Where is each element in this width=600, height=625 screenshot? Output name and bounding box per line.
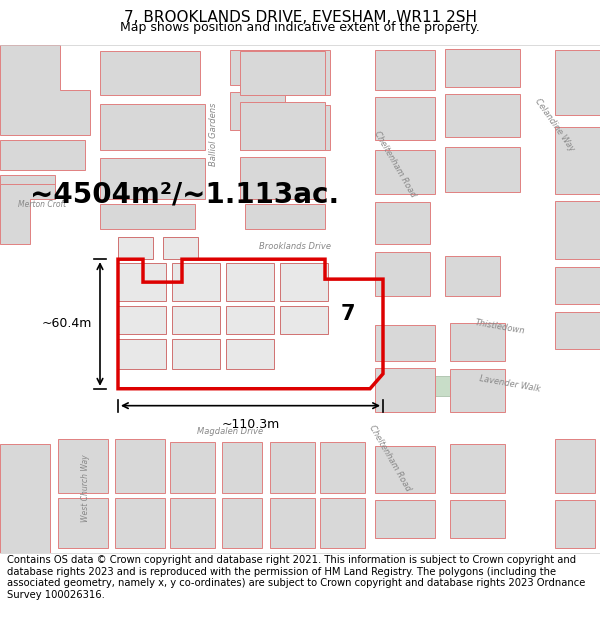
Text: ~4504m²/~1.113ac.: ~4504m²/~1.113ac. [31, 181, 340, 209]
Text: ~60.4m: ~60.4m [41, 318, 92, 331]
Bar [226, 263, 274, 301]
Polygon shape [430, 365, 600, 394]
Bar [245, 204, 325, 229]
Polygon shape [213, 45, 228, 324]
Bar [555, 201, 600, 259]
Text: Thistledown: Thistledown [475, 318, 526, 336]
Bar [555, 50, 600, 115]
Bar [375, 325, 435, 361]
Bar [445, 49, 520, 87]
Bar [375, 253, 430, 296]
Polygon shape [530, 45, 580, 204]
Polygon shape [430, 305, 600, 334]
Bar [0, 139, 85, 169]
Bar [240, 51, 325, 95]
Bar [555, 127, 600, 194]
Bar [375, 149, 435, 194]
Text: Cheltenham Road: Cheltenham Road [373, 130, 418, 199]
Bar [100, 158, 205, 199]
Text: Map shows position and indicative extent of the property.: Map shows position and indicative extent… [120, 21, 480, 34]
Bar [230, 92, 285, 129]
Text: Balliol Gardens: Balliol Gardens [209, 103, 218, 166]
Bar [555, 439, 595, 493]
Text: West Church Way: West Church Way [80, 454, 89, 522]
Text: Brooklands Drive: Brooklands Drive [259, 242, 331, 251]
Polygon shape [432, 376, 450, 396]
Bar [172, 339, 220, 369]
Bar [240, 102, 325, 149]
Bar [375, 97, 435, 139]
Text: Lavender Walk: Lavender Walk [479, 374, 541, 394]
Bar [226, 306, 274, 334]
Bar [445, 94, 520, 137]
Bar [58, 498, 108, 548]
Bar [450, 369, 505, 412]
Bar [118, 263, 166, 301]
Bar [270, 441, 315, 493]
Bar [555, 312, 600, 349]
Bar [280, 306, 328, 334]
Bar [280, 263, 328, 301]
Text: 7, BROOKLANDS DRIVE, EVESHAM, WR11 2SH: 7, BROOKLANDS DRIVE, EVESHAM, WR11 2SH [124, 10, 476, 25]
Bar [172, 306, 220, 334]
Bar [450, 501, 505, 538]
Bar [222, 498, 262, 548]
Bar [320, 441, 365, 493]
Text: ~110.3m: ~110.3m [221, 418, 280, 431]
Bar [230, 50, 285, 85]
Text: Merton Croft: Merton Croft [18, 200, 66, 209]
Bar [163, 238, 198, 259]
Bar [115, 439, 165, 493]
Bar [445, 256, 500, 296]
Bar [240, 105, 330, 149]
Bar [555, 501, 595, 548]
Bar [58, 439, 108, 493]
Bar [100, 204, 195, 229]
Text: Contains OS data © Crown copyright and database right 2021. This information is : Contains OS data © Crown copyright and d… [7, 555, 586, 600]
Bar [0, 444, 50, 553]
Bar [240, 157, 325, 199]
Bar [555, 267, 600, 304]
Bar [375, 202, 430, 244]
Text: Celandine Way: Celandine Way [533, 97, 577, 153]
Bar [375, 446, 435, 493]
Polygon shape [342, 45, 460, 553]
Polygon shape [30, 426, 130, 553]
Polygon shape [100, 234, 530, 259]
Bar [172, 263, 220, 301]
Bar [450, 323, 505, 361]
Bar [100, 104, 205, 149]
Bar [100, 51, 200, 95]
Bar [450, 444, 505, 493]
Polygon shape [0, 412, 600, 439]
Bar [375, 368, 435, 412]
Bar [320, 498, 365, 548]
Bar [170, 441, 215, 493]
Polygon shape [0, 196, 110, 209]
Bar [0, 174, 55, 199]
Bar [118, 238, 153, 259]
Bar [445, 147, 520, 192]
Bar [270, 498, 315, 548]
Bar [118, 306, 166, 334]
Bar [240, 50, 330, 95]
Bar [226, 339, 274, 369]
Bar [375, 50, 435, 90]
Bar [115, 498, 165, 548]
Text: Cheltenham Road: Cheltenham Road [367, 424, 413, 493]
Bar [170, 498, 215, 548]
Polygon shape [0, 45, 90, 134]
Text: Magdalen Drive: Magdalen Drive [197, 427, 263, 436]
Polygon shape [0, 184, 55, 244]
Bar [240, 158, 280, 199]
Bar [375, 501, 435, 538]
Bar [118, 339, 166, 369]
Text: 7: 7 [341, 304, 355, 324]
Bar [222, 441, 262, 493]
